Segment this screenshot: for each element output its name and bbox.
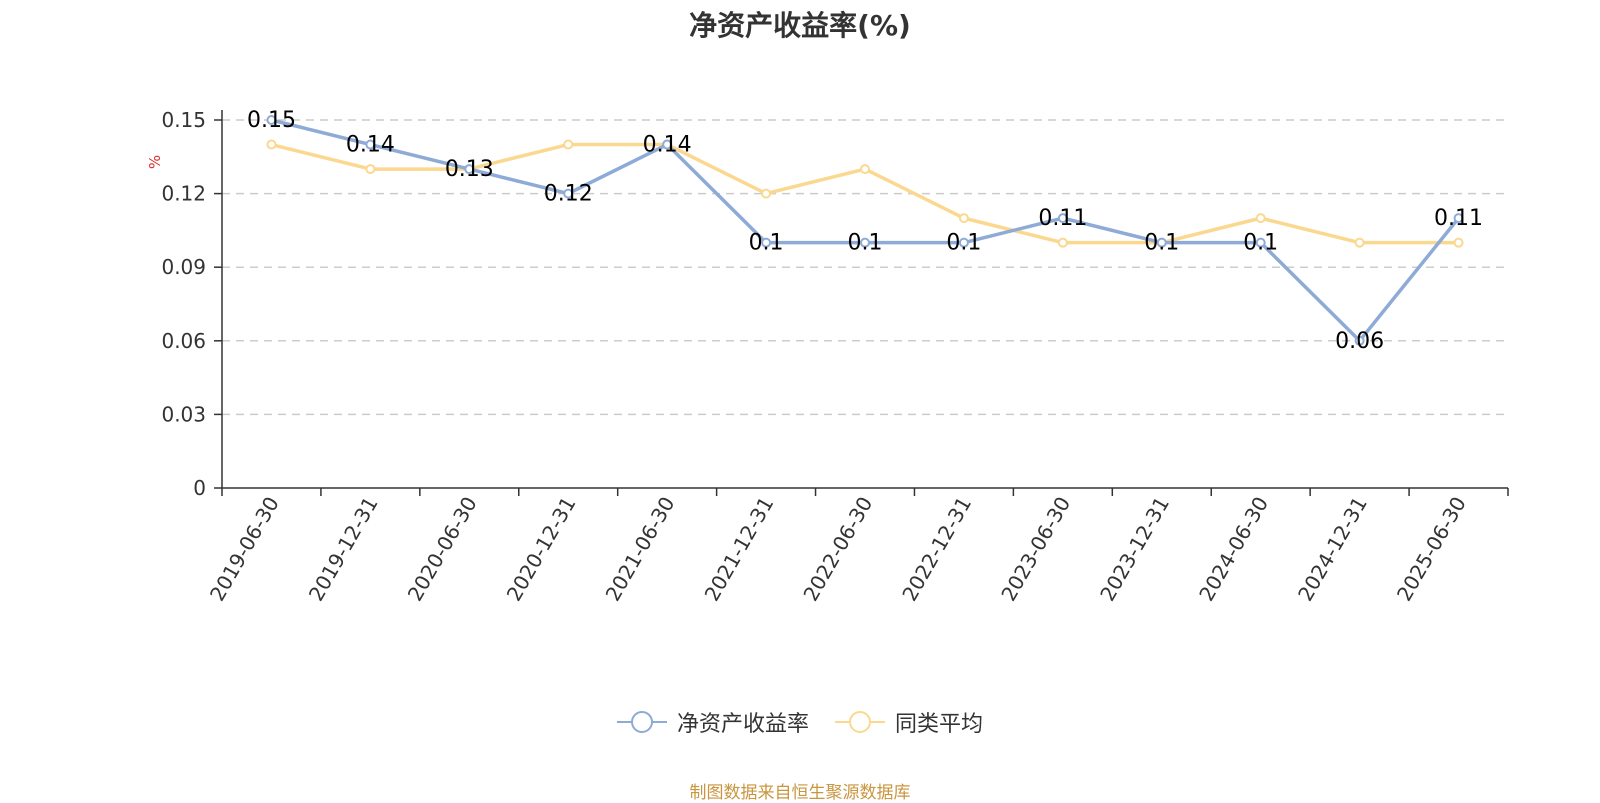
data-point-roe [563,188,574,199]
data-point-roe [761,237,772,248]
data-point-roe [1255,237,1266,248]
data-label-roe: 0.1 [1144,231,1179,256]
data-point-roe [266,115,277,125]
data-point-roe [464,164,475,175]
legend-item-avg[interactable]: 同类平均 [835,706,983,738]
x-tick-label: 2023-12-31 [1095,493,1174,606]
data-labels: 0.15 0.14 0.13 0.12 0.14 0.1 0.1 0.1 0.11 0.1 0.1 0… [247,108,1483,354]
data-point-roe [860,237,870,248]
data-label-roe: 0.15 [247,108,296,133]
data-point-avg [860,164,870,175]
data-point-roe [1156,237,1167,248]
chart-title: 净资产收益率(%) [689,9,911,42]
data-label-roe: 0.13 [445,157,494,182]
x-tick-label: 2020-06-30 [403,493,482,606]
data-label-roe: 0.1 [1243,231,1278,256]
legend-swatch-roe-icon [616,711,667,733]
data-label-roe: 0.1 [749,231,784,256]
x-tick-label: 2020-12-31 [502,493,581,606]
y-tick-label: 0.12 [161,182,206,206]
x-tick-label: 2022-12-31 [897,493,976,606]
y-tick-label: 0.09 [161,255,206,279]
x-tick-label: 2024-06-30 [1194,493,1273,606]
data-label-roe: 0.1 [946,231,981,256]
x-tick-label: 2022-06-30 [798,493,877,606]
data-point-avg [1057,237,1068,248]
data-point-avg [1453,237,1464,248]
y-tick-label: 0.15 [161,108,206,132]
data-point-avg [365,164,376,175]
data-point-avg [266,139,277,150]
data-point-avg [1354,237,1365,248]
axes [214,110,1509,496]
y-tick-label: 0.03 [161,402,206,426]
series-lines [266,115,1464,346]
data-label-roe: 0.12 [544,182,593,207]
x-tick-label: 2024-12-31 [1293,493,1372,606]
source-note: 制图数据来自恒生聚源数据库 [689,783,911,803]
legend-label-roe: 净资产收益率 [676,712,809,737]
data-point-roe [1453,213,1464,224]
data-point-roe [365,139,376,150]
legend-item-roe[interactable]: 净资产收益率 [616,706,809,738]
legend-label-avg: 同类平均 [895,712,984,737]
data-label-roe: 0.14 [346,133,395,158]
x-tick-label: 2019-06-30 [205,493,284,606]
x-tick-labels: 2019-06-30 2019-12-31 2020-06-30 2020-12-31… [205,493,1471,606]
y-tick-labels: 0 0.03 0.06 0.09 0.12 0.15% [146,108,206,500]
data-point-roe [1057,213,1068,224]
x-tick-label: 2019-12-31 [304,493,383,606]
y-tick-label: 0 [193,476,206,500]
data-point-avg [958,213,969,224]
x-tick-label: 2023-06-30 [996,493,1075,606]
data-label-roe: 0.1 [848,231,883,256]
legend: 净资产收益率 同类平均 [0,706,1600,738]
data-label-roe: 0.11 [1038,206,1087,231]
y-axis-label: % [146,155,164,169]
data-point-avg [761,188,772,199]
data-point-avg [1255,213,1266,224]
y-tick-label: 0.06 [161,329,206,353]
x-tick-label: 2021-06-30 [601,493,680,606]
data-point-roe [958,237,969,248]
data-label-roe: 0.14 [643,133,692,158]
data-point-roe [662,139,673,150]
data-label-roe: 0.11 [1434,206,1483,231]
data-point-roe [1354,335,1365,346]
grid-lines [222,119,1508,416]
x-tick-label: 2021-12-31 [700,493,779,606]
x-tick-label: 2025-06-30 [1392,493,1471,606]
data-label-roe: 0.06 [1335,329,1384,354]
legend-swatch-avg-icon [835,711,885,733]
data-point-avg [563,139,574,150]
